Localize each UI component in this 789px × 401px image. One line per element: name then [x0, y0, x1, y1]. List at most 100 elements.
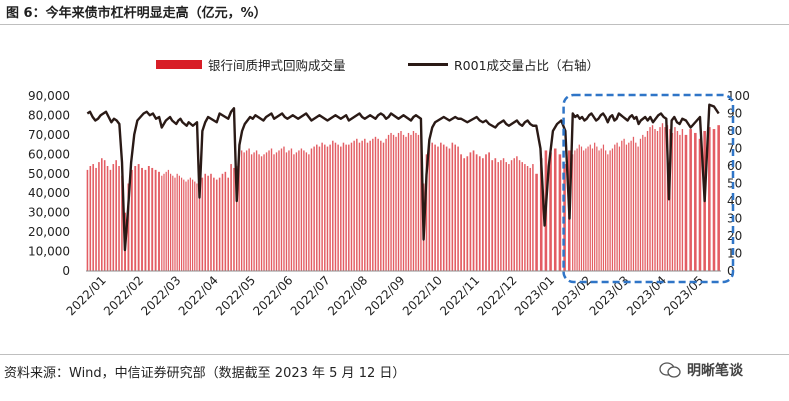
bottom-divider [0, 354, 789, 355]
legend-bar-swatch [156, 60, 202, 69]
bar [580, 146, 583, 271]
chart-plot: 0 10,000 20,000 30,000 40,000 50,000 60,000 70,… [28, 89, 750, 318]
bar [255, 150, 258, 271]
bar [326, 146, 329, 271]
legend-line-label: R001成交量占比（右轴） [454, 58, 600, 73]
bar [649, 127, 651, 271]
bar [308, 154, 310, 271]
bar [637, 146, 639, 271]
bar [482, 158, 484, 271]
bar [460, 154, 462, 271]
bar [607, 154, 609, 271]
x-tick-label: 2022/06 [250, 273, 295, 318]
bar [621, 140, 623, 271]
bar [451, 142, 454, 271]
bar [457, 146, 459, 271]
bar [596, 146, 598, 271]
bar [392, 134, 395, 271]
bar [169, 173, 172, 271]
y-left-tick-label: 30,000 [28, 206, 70, 220]
bar [98, 162, 100, 271]
y-left-tick-label: 90,000 [28, 89, 70, 103]
bar [585, 148, 587, 271]
bar [442, 144, 445, 271]
bar [472, 150, 475, 271]
bar [497, 162, 499, 271]
bar [178, 175, 180, 271]
bar [372, 138, 374, 271]
x-tick-label: 2022/08 [325, 273, 370, 318]
bar [215, 179, 218, 271]
bar [661, 123, 664, 271]
bar [694, 132, 697, 271]
bar [646, 131, 649, 271]
bar [321, 142, 323, 271]
bar [417, 134, 420, 271]
bar [243, 152, 245, 271]
bar [572, 154, 574, 271]
bar [666, 125, 669, 271]
bar [491, 160, 494, 271]
bar [144, 169, 147, 271]
bar [270, 148, 273, 271]
bar [616, 142, 618, 271]
bar [635, 142, 637, 271]
bar [245, 150, 248, 271]
bar [712, 129, 716, 271]
bar [420, 132, 422, 271]
bar [121, 175, 123, 271]
bar [382, 142, 385, 271]
bar [106, 166, 109, 271]
bar [598, 150, 600, 271]
bar [174, 177, 176, 271]
x-tick-label: 2022/05 [213, 273, 258, 318]
bar [385, 138, 387, 271]
bar [163, 173, 165, 271]
bar [510, 160, 513, 271]
bar [445, 146, 448, 271]
bar [539, 158, 543, 271]
chat-bubble-icon [659, 362, 681, 378]
bar [369, 140, 371, 271]
bar [437, 146, 439, 271]
bar [431, 142, 434, 271]
y-right-tick-label: 50 [727, 177, 742, 191]
x-ticks: 2022/012022/022022/032022/042022/052022/… [64, 273, 707, 318]
bar [407, 132, 410, 271]
bar [283, 146, 285, 271]
y-right-tick-label: 20 [727, 229, 742, 243]
bar [654, 129, 656, 271]
brand-badge: 明晰笔谈 [659, 360, 743, 380]
y-right-tick-label: 60 [727, 159, 742, 173]
bar [191, 179, 194, 271]
y-left-ticks: 0 10,000 20,000 30,000 40,000 50,000 60,000 70,… [28, 89, 70, 278]
bar [681, 129, 684, 271]
bar [508, 164, 510, 271]
bar [625, 144, 628, 271]
bar [260, 156, 263, 271]
bar [708, 127, 711, 271]
y-right-tick-label: 70 [727, 142, 742, 156]
bar [147, 166, 150, 271]
x-tick-label: 2022/04 [176, 273, 221, 318]
bar [591, 148, 594, 271]
y-right-tick-label: 40 [727, 194, 742, 208]
bar [587, 146, 589, 271]
bar [656, 131, 659, 271]
chart-legend: 银行间质押式回购成交量 R001成交量占比（右轴） [0, 55, 789, 73]
x-tick-label: 2023/03 [587, 273, 632, 318]
bar [576, 148, 578, 271]
x-tick-label: 2022/02 [101, 273, 146, 318]
bar [651, 125, 654, 271]
bar [605, 150, 607, 271]
bar [558, 154, 562, 271]
bar [230, 164, 232, 271]
bar [350, 142, 353, 271]
bar [196, 183, 198, 271]
bar [305, 152, 308, 271]
bar [353, 140, 355, 271]
legend-item-line: R001成交量占比（右轴） [408, 55, 599, 74]
bar [521, 162, 523, 271]
bar [95, 167, 97, 271]
bar [101, 158, 103, 271]
